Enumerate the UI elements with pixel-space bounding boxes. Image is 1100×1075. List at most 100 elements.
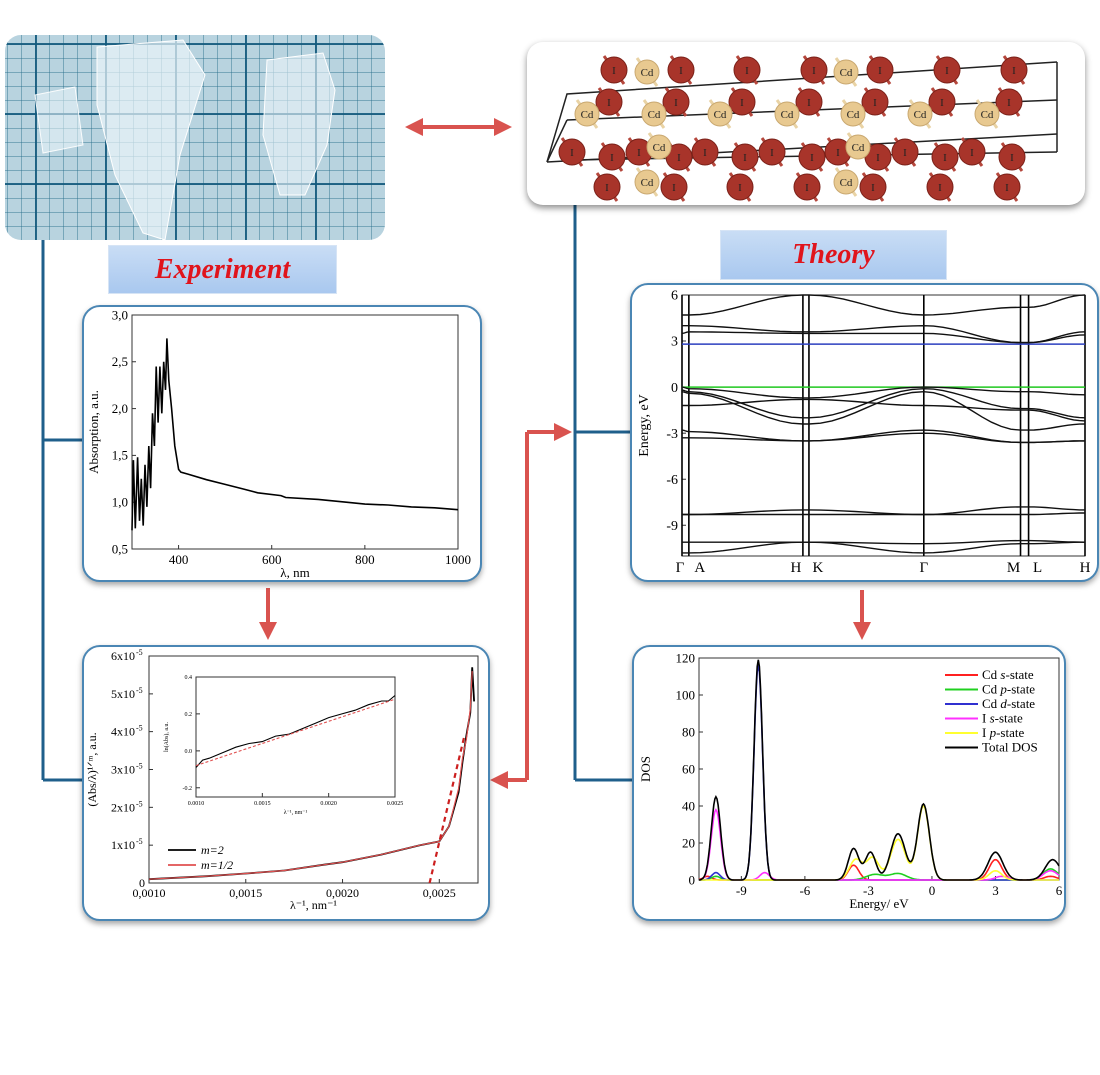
y-tick-label: 80 xyxy=(682,724,695,739)
iodine-atom xyxy=(593,173,621,201)
y-tick-label: 0,5 xyxy=(112,541,128,556)
k-point-label: H xyxy=(1080,560,1091,576)
arrow-head xyxy=(494,118,512,136)
cadmium-atom-label: Cd xyxy=(914,109,927,121)
iodine-atom-label: I xyxy=(637,147,641,159)
arrow-head xyxy=(259,622,277,640)
experiment-label: Experiment xyxy=(108,245,337,294)
cadmium-atom-label: Cd xyxy=(781,109,794,121)
x-tick-label: 0,0025 xyxy=(423,886,456,900)
cadmium-atom xyxy=(646,134,672,160)
x-tick-label: 3 xyxy=(992,883,999,898)
large-crystal xyxy=(96,39,206,240)
arrow-head xyxy=(405,118,423,136)
iodine-atom-label: I xyxy=(703,147,707,159)
iodine-atom-label: I xyxy=(807,97,811,109)
iodine-atom-label: I xyxy=(1007,97,1011,109)
k-point-label: H xyxy=(790,560,801,576)
iodine-atom-label: I xyxy=(1012,65,1016,77)
k-point-label: L xyxy=(1033,560,1042,576)
y-tick-label: 0.2 xyxy=(185,712,193,718)
iodine-atom-label: I xyxy=(940,97,944,109)
cadmium-atom-label: Cd xyxy=(847,109,860,121)
y-tick-label: 100 xyxy=(676,687,696,702)
cadmium-atom xyxy=(974,101,1000,127)
band-line xyxy=(682,429,1085,444)
legend-label-part: -state xyxy=(995,711,1023,726)
legend-label-part: -state xyxy=(1005,667,1033,682)
iodine-atom-label: I xyxy=(970,147,974,159)
legend-label-part: -state xyxy=(996,725,1024,740)
cadmium-atom-label: Cd xyxy=(648,109,661,121)
iodine-atom xyxy=(726,173,754,201)
cadmium-atom-label: Cd xyxy=(852,142,865,154)
k-point-label: Γ xyxy=(676,560,685,576)
x-tick-label: 400 xyxy=(169,552,189,567)
plot-frame xyxy=(681,294,1086,557)
crystal-photo xyxy=(5,35,385,240)
cadmium-atom xyxy=(840,101,866,127)
legend-label-part: Cd xyxy=(982,667,1000,682)
legend-label-part: Cd xyxy=(982,696,1000,711)
crystal-structure-panel: I I I I I Cd I I I I I Cd Cd Cd Cd I I I I I Cd I I I I I Cd I I I I I C… xyxy=(527,42,1085,205)
cadmium-atom-label: Cd xyxy=(641,177,654,189)
y-tick-label: 1,0 xyxy=(112,495,128,510)
crystal-shapes xyxy=(34,39,336,240)
y-tick-label: 3x10 xyxy=(111,763,135,777)
dos-line-total-dos xyxy=(698,659,1060,881)
y-tick-label: 2,5 xyxy=(112,354,128,369)
legend-label-part: Total DOS xyxy=(982,740,1038,755)
iodine-atom-label: I xyxy=(871,182,875,194)
iodine-atom xyxy=(800,56,828,84)
iodine-atom xyxy=(595,88,623,116)
y-tick-label: 1x10 xyxy=(111,838,135,852)
iodine-atom-label: I xyxy=(679,65,683,77)
iodine-atom xyxy=(667,56,695,84)
y-axis-label: (Abs/λ)¹ᐟᵐ, a.u. xyxy=(85,732,99,806)
iodine-atom-label: I xyxy=(570,147,574,159)
iodine-atom xyxy=(662,88,690,116)
y-tick-label: 0.4 xyxy=(185,675,193,681)
iodine-atom xyxy=(995,88,1023,116)
y-tick-label: 20 xyxy=(682,835,695,850)
cadmium-atom-label: Cd xyxy=(581,109,594,121)
band-line xyxy=(682,512,1085,516)
arrow-head xyxy=(853,622,871,640)
iodine-atom-label: I xyxy=(1005,182,1009,194)
k-point-label: Γ xyxy=(919,560,928,576)
iodine-atom-label: I xyxy=(607,97,611,109)
iodine-atom-label: I xyxy=(938,182,942,194)
y-tick-label: -6 xyxy=(666,473,678,488)
absorption-line xyxy=(131,338,459,531)
y-tick-label: 6x10 xyxy=(111,649,135,663)
cadmium-atom xyxy=(634,59,660,85)
cadmium-atom-label: Cd xyxy=(981,109,994,121)
y-tick-label: 120 xyxy=(676,650,696,665)
x-tick-label: 6 xyxy=(1056,883,1063,898)
iodine-atom xyxy=(793,173,821,201)
band-line xyxy=(681,331,1086,344)
iodine-atom-label: I xyxy=(605,182,609,194)
legend-label: I s-state xyxy=(982,711,1023,726)
legend-label-part: I xyxy=(982,711,990,726)
iodine-atom xyxy=(958,138,986,166)
x-axis-label: λ⁻¹, nm⁻¹ xyxy=(284,810,308,816)
y-tick-label: 2x10 xyxy=(111,800,135,814)
y-tick-label: 40 xyxy=(682,798,695,813)
iodine-atom-label: I xyxy=(836,147,840,159)
cadmium-atom xyxy=(845,134,871,160)
y-axis-label: DOS xyxy=(638,756,653,782)
iodine-atom xyxy=(598,143,626,171)
band-line xyxy=(682,541,1085,554)
cadmium-atom-label: Cd xyxy=(653,142,666,154)
x-tick-label: 1000 xyxy=(445,552,471,567)
iodine-atom xyxy=(558,138,586,166)
legend-label-part: s xyxy=(990,711,995,726)
iodine-atom-label: I xyxy=(745,65,749,77)
iodine-atom-label: I xyxy=(743,152,747,164)
y-tick-label: 0 xyxy=(139,876,145,890)
unit-cell-edge xyxy=(546,119,568,163)
cadmium-atom xyxy=(574,101,600,127)
